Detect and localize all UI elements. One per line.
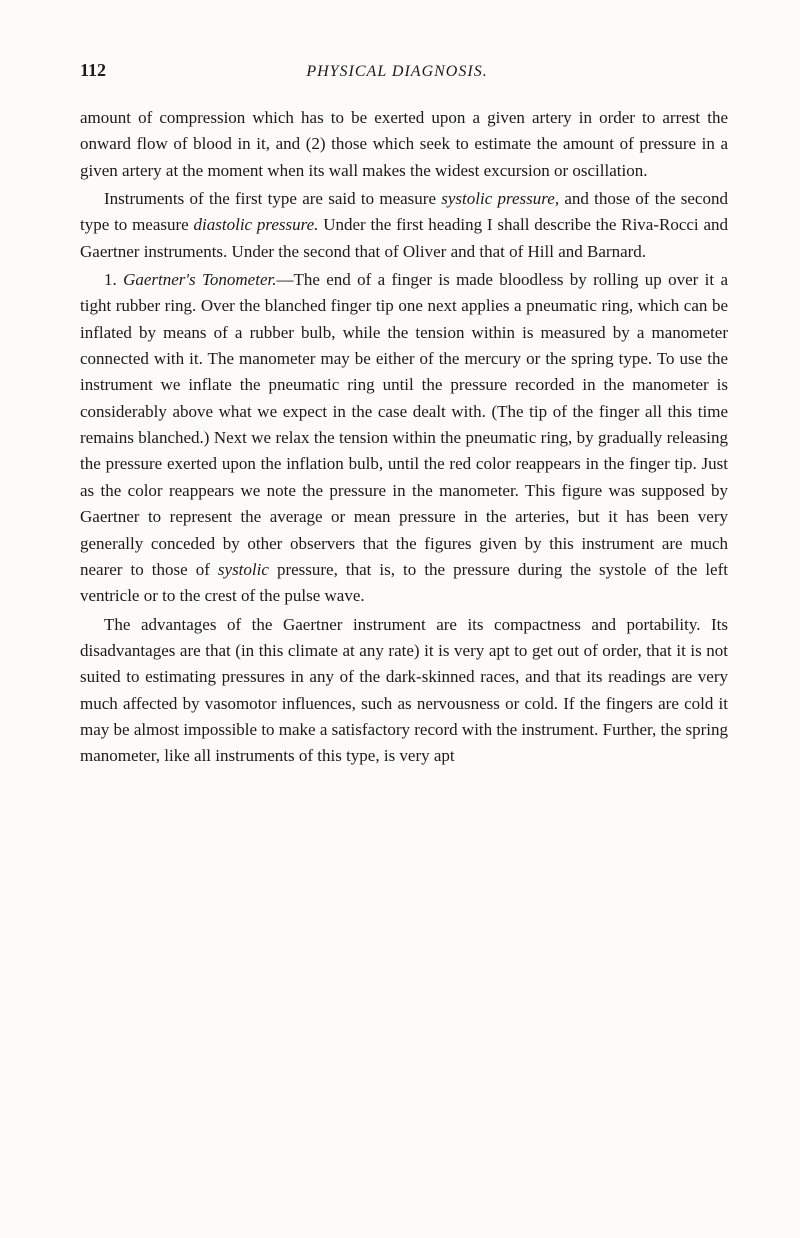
paragraph-4: The advantages of the Gaertner instrumen…: [80, 612, 728, 770]
page-header: 112 PHYSICAL DIAGNOSIS.: [80, 60, 728, 81]
italic-text: Gaertner's Tonometer.: [123, 270, 276, 289]
text-span: —The end of a finger is made bloodless b…: [80, 270, 728, 579]
italic-text: diastolic pressure.: [194, 215, 319, 234]
text-span: amount of compression which has to be ex…: [80, 108, 728, 180]
paragraph-3: 1. Gaertner's Tonometer.—The end of a fi…: [80, 267, 728, 609]
italic-text: systolic pressure,: [441, 189, 559, 208]
book-title: PHYSICAL DIAGNOSIS.: [66, 63, 728, 81]
text-span: The advantages of the Gaertner instrumen…: [80, 615, 728, 766]
text-span: 1.: [104, 270, 123, 289]
paragraph-1: amount of compression which has to be ex…: [80, 105, 728, 184]
text-span: Instruments of the first type are said t…: [104, 189, 441, 208]
italic-text: systolic: [218, 560, 269, 579]
paragraph-2: Instruments of the first type are said t…: [80, 186, 728, 265]
body-text: amount of compression which has to be ex…: [80, 105, 728, 770]
document-page: 112 PHYSICAL DIAGNOSIS. amount of compre…: [0, 0, 800, 1238]
